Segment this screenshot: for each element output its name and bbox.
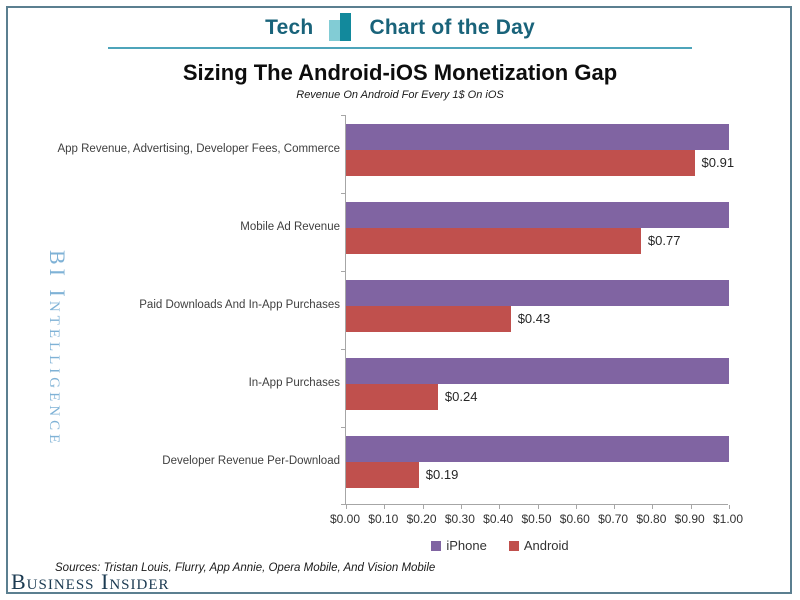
x-tick-label: $1.00 [712,512,744,526]
x-axis-tick [499,505,501,509]
plot-area: $0.91 $0.77 $0.43 $0.24 $0.19 [341,115,734,509]
x-tick-label: $0.80 [636,512,667,526]
legend-item-iphone: iPhone [431,538,487,553]
x-tick-label: $0.90 [674,512,705,526]
y-axis-tick [341,115,345,116]
category-label: Developer Revenue Per-Download [162,455,340,467]
x-axis-tick [537,505,539,509]
y-axis-tick [341,504,345,505]
legend: iPhone Android [200,538,800,553]
brand-chart-of-the-day-label: Chart of the Day [369,16,535,39]
category-label: Mobile Ad Revenue [240,221,340,233]
chart-subtitle: Revenue On Android For Every 1$ On iOS [296,89,504,101]
business-insider-logo: Business Insider [11,571,176,593]
y-axis-tick [341,193,345,194]
x-axis-tick [575,505,577,509]
bar-group: $0.77 [346,193,729,271]
android-value-label: $0.43 [517,311,551,326]
bi-intelligence-watermark: BI Intelligence [45,250,70,448]
android-value-label: $0.19 [425,467,459,482]
legend-swatch [431,540,442,551]
border-frame [6,6,792,594]
bar-group: $0.43 [346,271,729,349]
x-tick-label: $0.00 [329,512,361,526]
sources-note: Sources: Tristan Louis, Flurry, App Anni… [55,562,436,574]
bar-group: $0.19 [346,427,729,505]
x-tick-label: $0.20 [406,512,437,526]
bar-chart-icon [325,12,357,44]
iphone-bar [346,124,729,150]
x-axis-tick [614,505,616,509]
y-axis-tick [341,271,345,272]
android-value-label: $0.91 [701,155,735,170]
legend-label: Android [523,538,569,553]
header-banner: Tech Chart of the Day [0,12,800,44]
y-axis-tick [341,427,345,428]
x-axis-tick [652,505,654,509]
x-tick-label: $0.50 [521,512,552,526]
legend-swatch [508,540,519,551]
iphone-bar [346,436,729,462]
bar-group: $0.24 [346,349,729,427]
x-tick-label: $0.40 [483,512,514,526]
brand-tech-label: Tech [265,16,314,39]
iphone-bar [346,358,729,384]
bar-group: $0.91 [346,115,734,193]
x-axis-tick [690,505,692,509]
android-bar [346,306,511,332]
x-axis-tick [346,505,347,509]
x-axis-tick [384,505,386,509]
y-axis-tick [341,349,345,350]
android-bar [346,150,695,176]
x-tick-label: $0.10 [368,512,399,526]
android-bar [346,384,438,410]
x-axis-tick [729,505,730,509]
category-label: In-App Purchases [248,377,340,389]
header-divider [108,47,692,49]
iphone-bar [346,280,729,306]
android-bar [346,228,641,254]
android-bar [346,462,419,488]
category-label: App Revenue, Advertising, Developer Fees… [57,143,340,155]
x-tick-label: $0.60 [559,512,590,526]
x-tick-label: $0.30 [444,512,475,526]
category-label: Paid Downloads And In-App Purchases [139,299,340,311]
legend-label: iPhone [446,538,487,553]
x-axis-labels: $0.00 $0.10 $0.20 $0.30 $0.40 $0.50 $0.60 $0.70… [0,512,800,528]
android-value-label: $0.77 [647,233,681,248]
chart-title: Sizing The Android-iOS Monetization Gap [182,60,618,85]
x-tick-label: $0.70 [598,512,629,526]
x-axis-tick [460,505,462,509]
android-value-label: $0.24 [444,389,478,404]
legend-item-android: Android [508,538,569,553]
x-axis-tick [422,505,424,509]
iphone-bar [346,202,729,228]
